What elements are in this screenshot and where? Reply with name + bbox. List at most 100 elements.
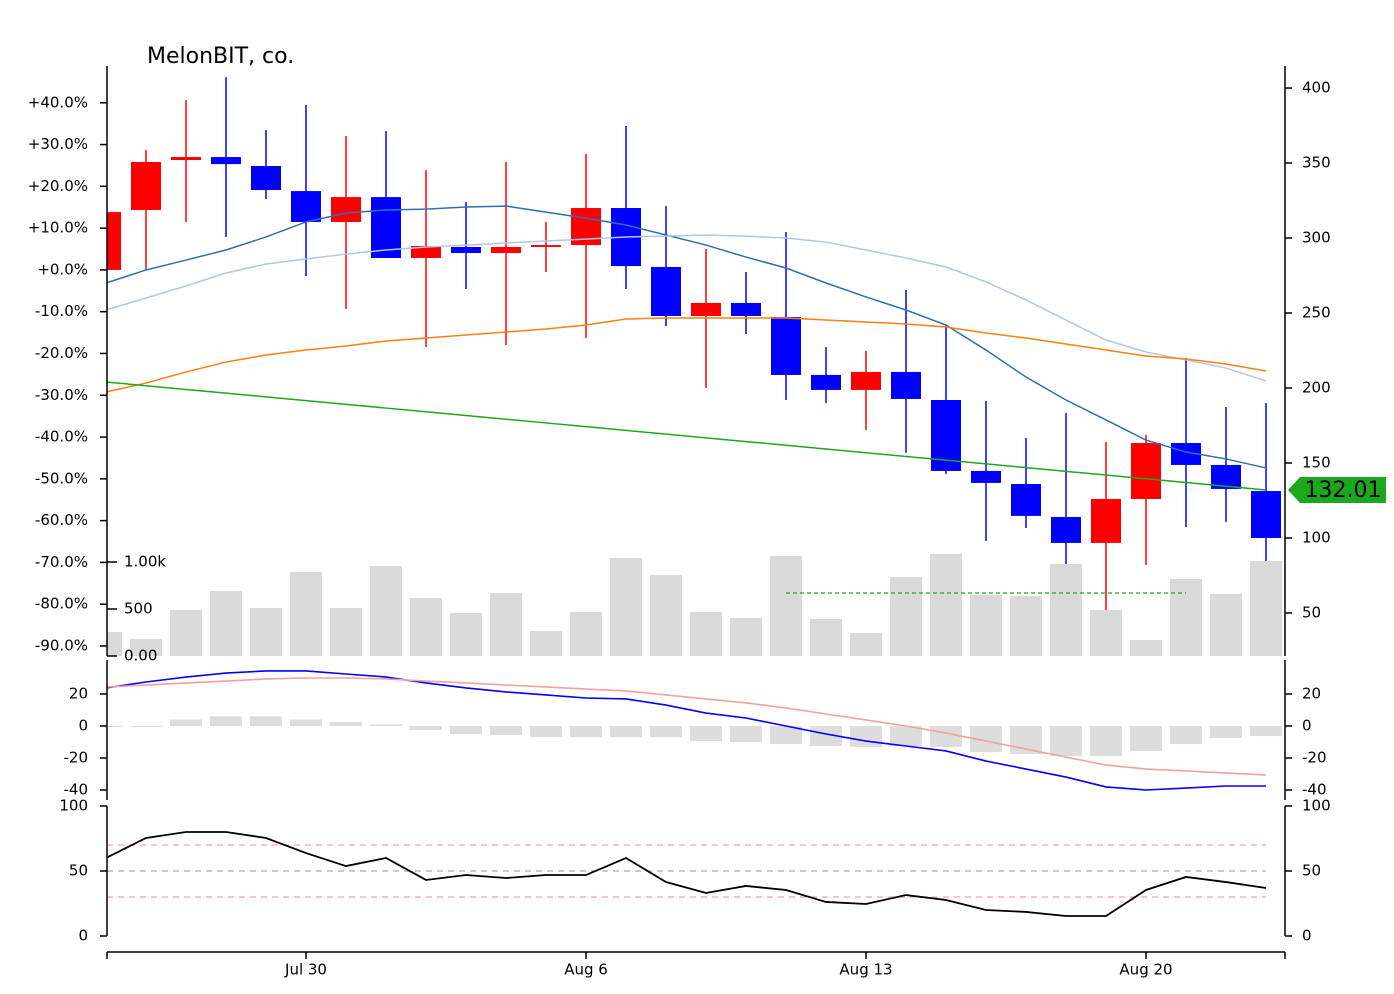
volume-bar bbox=[250, 607, 282, 656]
y-tick-label: 0 bbox=[1302, 927, 1312, 945]
volume-bar bbox=[1050, 563, 1082, 656]
volume-bar bbox=[690, 612, 722, 656]
y-tick-label: 1.00k bbox=[124, 552, 166, 570]
y-tick-label: -70.0% bbox=[35, 553, 88, 571]
volume-bar bbox=[1250, 560, 1282, 656]
candle-body bbox=[651, 266, 681, 317]
volume-bar bbox=[650, 574, 682, 656]
y-tick-label: 200 bbox=[1302, 378, 1331, 396]
volume-bar bbox=[1090, 610, 1122, 656]
y-tick-label: -40 bbox=[64, 781, 89, 799]
volume-bar bbox=[410, 598, 442, 656]
macd-histogram-bar bbox=[1050, 726, 1082, 757]
y-tick-label: +10.0% bbox=[28, 219, 88, 237]
volume-bar bbox=[107, 632, 122, 656]
candle-body bbox=[771, 317, 801, 375]
macd-line bbox=[107, 670, 1266, 791]
macd-histogram-bar bbox=[130, 726, 162, 727]
y-tick-label: 100 bbox=[1302, 528, 1331, 546]
macd-histogram-bar bbox=[490, 726, 522, 735]
x-tick-label: Jul 30 bbox=[284, 961, 327, 979]
y-tick-label: 20 bbox=[1302, 685, 1321, 703]
candle-body bbox=[491, 247, 521, 254]
y-tick-label: -20.0% bbox=[35, 344, 88, 362]
y-tick-label: 0.00 bbox=[124, 647, 157, 665]
y-tick-label: 0 bbox=[78, 927, 88, 945]
y-tick-label: -80.0% bbox=[35, 595, 88, 613]
macd-histogram-bar bbox=[850, 726, 882, 747]
candle-body bbox=[1251, 491, 1281, 538]
y-tick-label: -40.0% bbox=[35, 428, 88, 446]
candle-body bbox=[1091, 498, 1121, 543]
macd-histogram-bar bbox=[370, 724, 402, 726]
volume-bar bbox=[570, 612, 602, 656]
macd-line bbox=[107, 677, 1267, 776]
volume-bar bbox=[130, 638, 162, 656]
candle-body bbox=[1131, 443, 1161, 499]
y-tick-label: 300 bbox=[1302, 229, 1331, 247]
macd-histogram-bar bbox=[450, 726, 482, 734]
axes: 132.0150100150200250300350400+40.0%+30.0… bbox=[28, 66, 1386, 979]
price-line bbox=[107, 234, 1267, 382]
y-tick-label: -90.0% bbox=[35, 636, 88, 654]
macd-histogram-bar bbox=[650, 726, 682, 738]
volume-bar bbox=[330, 607, 362, 656]
volume-bar bbox=[290, 571, 322, 656]
candle-body bbox=[211, 157, 241, 165]
volume-bar bbox=[930, 554, 962, 656]
y-tick-label: -50.0% bbox=[35, 469, 88, 487]
chart-title: MelonBIT, co. bbox=[147, 44, 294, 69]
macd-histogram-bar bbox=[530, 726, 562, 738]
y-tick-label: +40.0% bbox=[28, 93, 88, 111]
candle-body bbox=[107, 212, 121, 270]
candle-body bbox=[1051, 516, 1081, 543]
macd-histogram-bar bbox=[107, 726, 122, 727]
y-tick-label: 0 bbox=[78, 717, 88, 735]
y-tick-label: -40 bbox=[1302, 781, 1327, 799]
candle-body bbox=[851, 371, 881, 390]
macd-histogram-bar bbox=[770, 726, 802, 745]
y-tick-label: 500 bbox=[124, 599, 153, 617]
x-tick-label: Aug 13 bbox=[839, 961, 892, 979]
y-tick-label: -20 bbox=[64, 749, 89, 767]
macd-histogram-bar bbox=[1130, 726, 1162, 751]
y-tick-label: 400 bbox=[1302, 79, 1331, 97]
volume-bar bbox=[370, 566, 402, 656]
volume-bar bbox=[810, 618, 842, 656]
price-line bbox=[107, 381, 1267, 491]
macd-histogram-bar bbox=[890, 726, 922, 746]
price-line bbox=[107, 205, 1267, 469]
candle-body bbox=[171, 157, 201, 161]
macd-histogram-bar bbox=[330, 722, 362, 726]
macd-histogram-bar bbox=[690, 726, 722, 742]
macd-histogram-bar bbox=[810, 726, 842, 746]
candle-body bbox=[451, 247, 481, 254]
macd-histogram-bar bbox=[930, 726, 962, 747]
y-tick-label: 250 bbox=[1302, 304, 1331, 322]
macd-histogram-bar bbox=[250, 716, 282, 726]
y-tick-label: +20.0% bbox=[28, 177, 88, 195]
rsi-line bbox=[107, 831, 1267, 917]
candle-body bbox=[891, 371, 921, 399]
candle-body bbox=[731, 302, 761, 317]
volume-bar bbox=[1130, 640, 1162, 656]
volume-bar bbox=[210, 591, 242, 656]
y-tick-label: -30.0% bbox=[35, 386, 88, 404]
volume-bar bbox=[530, 630, 562, 656]
y-tick-label: 50 bbox=[69, 862, 88, 880]
candle-body bbox=[331, 197, 361, 222]
volume-bar bbox=[770, 555, 802, 656]
macd-histogram-bar bbox=[1250, 726, 1282, 737]
price-tag-label: 132.01 bbox=[1305, 478, 1382, 503]
y-tick-label: +30.0% bbox=[28, 135, 88, 153]
volume-bar bbox=[1170, 579, 1202, 656]
y-tick-label: 100 bbox=[59, 797, 88, 815]
macd-histogram-bar bbox=[1170, 726, 1202, 745]
y-tick-label: 20 bbox=[69, 685, 88, 703]
y-tick-label: 100 bbox=[1302, 797, 1331, 815]
macd-histogram-bar bbox=[410, 726, 442, 730]
y-tick-label: -20 bbox=[1302, 749, 1327, 767]
macd-histogram-bar bbox=[570, 726, 602, 738]
volume-bar bbox=[850, 632, 882, 656]
volume-bar bbox=[890, 577, 922, 656]
